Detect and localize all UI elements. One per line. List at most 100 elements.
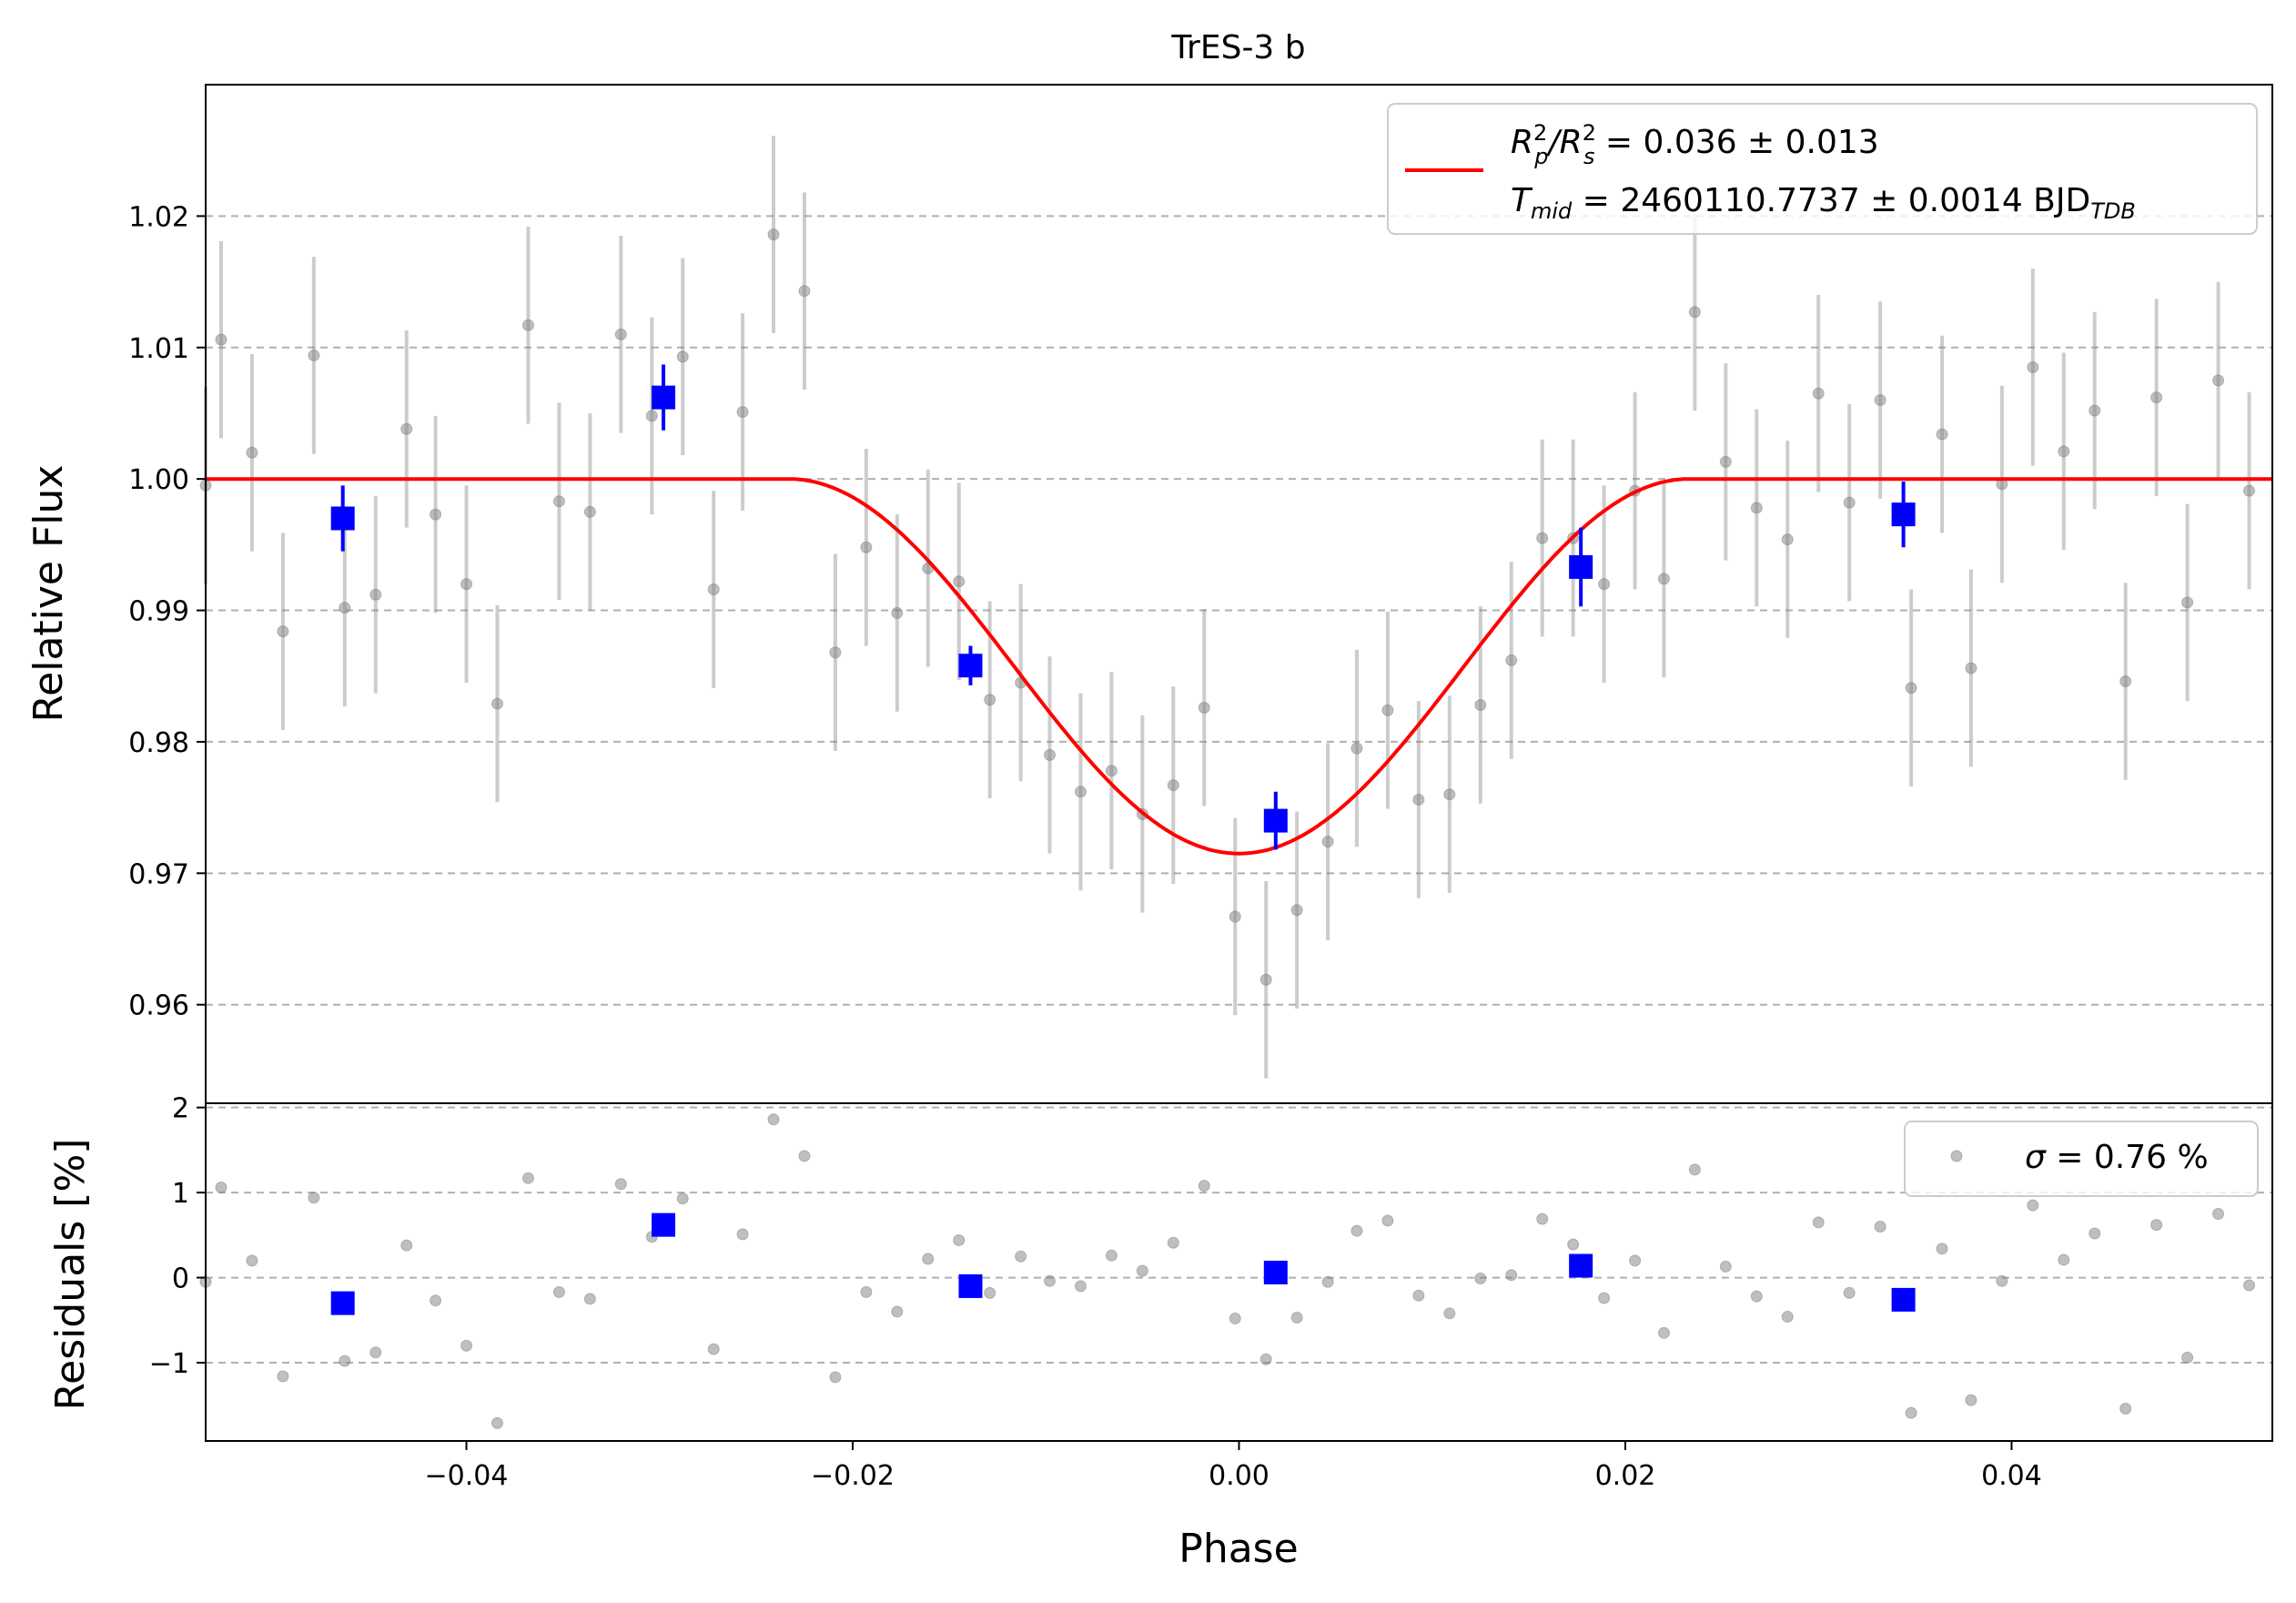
flux-data-point: [491, 697, 503, 710]
flux-y-tick-label: 0.97: [128, 858, 189, 890]
residual-point: [1536, 1212, 1549, 1225]
flux-data-point: [552, 495, 565, 508]
residual-point: [1905, 1406, 1917, 1419]
residual-point: [1412, 1289, 1425, 1302]
flux-legend: R2 p/R2 s = 0.036 ± 0.013 Tmid = 2460110.7…: [1387, 103, 2258, 235]
residual-point: [1350, 1224, 1363, 1237]
flux-data-points: [199, 136, 2256, 1079]
residual-point: [1074, 1280, 1087, 1293]
residual-binned-point: [652, 1212, 676, 1237]
residual-point: [953, 1233, 966, 1246]
residuals-x-axis-label: Phase: [1178, 1526, 1298, 1572]
flux-data-point: [430, 508, 442, 521]
flux-data-point: [1874, 394, 1886, 407]
legend-residuals-marker: [1950, 1150, 1963, 1162]
flux-data-point: [1229, 910, 1241, 923]
flux-data-point: [2181, 596, 2194, 609]
residuals-x-tick-label: 0.02: [1595, 1460, 1656, 1492]
flux-data-point: [1719, 455, 1732, 468]
flux-data-point: [1688, 306, 1701, 319]
flux-data-point: [829, 646, 842, 659]
residual-point: [1874, 1221, 1886, 1233]
flux-data-point: [1474, 699, 1487, 712]
residual-point: [1843, 1286, 1856, 1299]
residual-point: [1167, 1236, 1179, 1249]
flux-data-point: [1198, 701, 1210, 714]
residual-point: [1996, 1274, 2008, 1287]
flux-data-point: [246, 446, 258, 459]
residual-point: [2027, 1199, 2039, 1212]
flux-data-point: [1657, 573, 1670, 585]
residuals-y-ticks: −1 0 1 2: [149, 1093, 206, 1380]
flux-binned-points: [330, 364, 1916, 850]
flux-data-point: [1350, 742, 1363, 755]
residual-point: [2089, 1227, 2101, 1240]
residual-point: [2243, 1279, 2256, 1292]
flux-data-point: [1321, 836, 1334, 848]
residual-point: [339, 1354, 351, 1367]
flux-data-point: [676, 350, 689, 363]
residual-point: [460, 1339, 473, 1352]
residuals-x-tick-label: 0.00: [1209, 1460, 1269, 1492]
residuals-binned-points: [330, 1212, 1916, 1315]
residual-point: [215, 1182, 228, 1194]
residual-point: [1259, 1353, 1272, 1365]
flux-data-point: [2089, 404, 2101, 417]
residual-point: [767, 1113, 780, 1126]
flux-data-point: [707, 583, 720, 595]
flux-y-tick-label: 1.02: [128, 201, 189, 233]
flux-data-point: [2243, 484, 2256, 497]
flux-data-point: [860, 541, 873, 553]
residual-point: [1015, 1250, 1027, 1263]
residual-point: [1136, 1264, 1148, 1277]
flux-data-point: [1259, 973, 1272, 986]
flux-binned-point: [958, 654, 983, 678]
legend-sigma-entry: σ = 0.76 %: [2025, 1139, 2209, 1176]
residuals-y-tick-label: −1: [149, 1348, 189, 1380]
residuals-gridlines: [206, 1106, 2272, 1365]
residual-point: [308, 1192, 320, 1204]
chart-title: TrES-3 b: [1170, 29, 1305, 66]
residual-point: [246, 1254, 258, 1267]
residual-point: [1198, 1180, 1210, 1192]
flux-y-tick-label: 1.01: [128, 333, 189, 365]
flux-data-point: [984, 694, 996, 706]
flux-data-point: [1781, 533, 1794, 546]
residual-point: [1105, 1249, 1118, 1262]
residual-point: [1229, 1312, 1241, 1324]
residual-point: [614, 1178, 627, 1191]
flux-data-point: [1105, 765, 1118, 777]
residual-point: [1719, 1260, 1732, 1273]
legend-tmid-entry: Tmid = 2460110.7737 ± 0.0014 BJDTDB: [1511, 182, 2136, 224]
residuals-y-tick-label: 1: [172, 1178, 189, 1210]
residual-point: [1290, 1311, 1303, 1324]
legend-rp-entry: R2 p/R2 s = 0.036 ± 0.013: [1511, 120, 1879, 169]
residual-point: [1688, 1163, 1701, 1176]
residual-point: [2058, 1253, 2070, 1266]
residuals-data-points: [199, 1113, 2256, 1429]
flux-y-tick-label: 1.00: [128, 464, 189, 496]
flux-data-point: [277, 625, 289, 638]
residual-point: [829, 1371, 842, 1384]
flux-data-point: [1812, 387, 1825, 400]
residuals-legend: σ = 0.76 %: [1904, 1121, 2259, 1197]
residual-point: [891, 1305, 904, 1318]
flux-data-point: [521, 319, 534, 331]
residual-point: [400, 1239, 413, 1252]
residual-point: [798, 1150, 811, 1162]
flux-data-point: [1044, 748, 1057, 761]
residual-point: [1657, 1326, 1670, 1339]
flux-data-point: [736, 406, 749, 419]
flux-data-point: [1750, 502, 1763, 514]
flux-data-point: [614, 328, 627, 340]
residual-point: [583, 1293, 596, 1305]
residual-point: [430, 1294, 442, 1307]
flux-data-point: [1536, 532, 1549, 544]
residual-point: [1965, 1394, 1977, 1406]
flux-data-point: [369, 588, 382, 601]
flux-data-point: [1905, 682, 1917, 695]
flux-legend-box: [1387, 103, 2258, 235]
flux-data-point: [1505, 654, 1518, 666]
